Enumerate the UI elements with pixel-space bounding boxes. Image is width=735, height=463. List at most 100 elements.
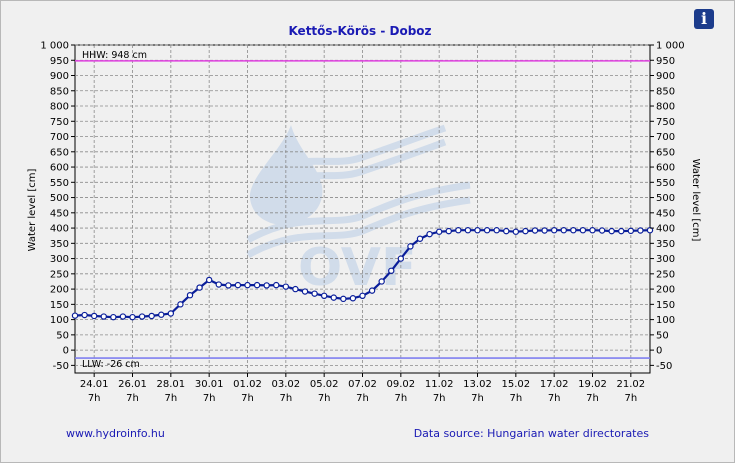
data-point — [522, 227, 529, 235]
data-point — [100, 313, 107, 320]
data-point — [455, 227, 462, 234]
y-tick-label-left: 600 — [50, 163, 69, 174]
website-link[interactable]: www.hydroinfo.hu — [66, 427, 165, 440]
x-tick-time-label: 7h — [509, 393, 522, 404]
y-tick-label-left: 900 — [50, 71, 69, 82]
y-tick-label-left: 1 000 — [40, 41, 69, 52]
grid — [74, 44, 651, 374]
data-point — [273, 281, 280, 289]
x-tick-time-label: 7h — [203, 393, 216, 404]
x-tick-date-label: 03.02 — [272, 379, 301, 390]
water-drop-watermark-icon — [249, 125, 323, 225]
data-point — [483, 227, 491, 234]
x-tick-date-label: 24.01 — [80, 379, 109, 390]
data-point — [119, 313, 127, 320]
data-point — [349, 295, 357, 302]
y-tick-label-right: 700 — [656, 132, 675, 143]
data-point — [608, 227, 615, 235]
data-point — [474, 227, 481, 234]
data-point — [416, 235, 424, 242]
data-point — [320, 292, 328, 300]
plot-area-border — [74, 44, 651, 374]
y-tick-label-right: 850 — [656, 86, 675, 97]
y-tick-label-left: 400 — [50, 224, 69, 235]
data-point — [110, 313, 117, 321]
y-tick-label-left: 650 — [50, 147, 69, 158]
data-point — [579, 227, 587, 234]
data-point — [435, 228, 443, 235]
y-axis-left-label: Water level [cm] — [27, 169, 38, 252]
x-tick-date-label: 11.02 — [425, 379, 454, 390]
y-tick-label-right: -50 — [656, 361, 672, 372]
x-tick-date-label: 05.02 — [310, 379, 339, 390]
wave-watermark-icon — [246, 196, 471, 259]
x-tick-time-label: 7h — [126, 393, 139, 404]
x-tick-date-label: 09.02 — [387, 379, 416, 390]
y-axis-right: -50 0 50 100 150 200 250 300 350 400 450 500 550 600 6… — [650, 41, 685, 372]
data-point — [186, 291, 194, 299]
y-tick-label-right: 300 — [656, 254, 675, 265]
x-tick-date-label: 17.02 — [540, 379, 569, 390]
x-tick-date-label: 30.01 — [195, 379, 224, 390]
y-tick-label-right: 800 — [656, 102, 675, 113]
x-tick-time-label: 7h — [279, 393, 292, 404]
x-tick-date-label: 28.01 — [157, 379, 186, 390]
data-point — [301, 288, 309, 295]
x-tick-time-label: 7h — [624, 393, 637, 404]
data-point — [627, 227, 635, 235]
data-point — [81, 311, 88, 319]
y-tick-label-left: 150 — [50, 300, 69, 311]
y-axis-left: -50 0 50 100 150 200 250 300 350 400 450 500 550 600 6… — [40, 41, 75, 372]
data-point — [234, 281, 242, 289]
data-point — [263, 282, 270, 289]
y-tick-label-left: 300 — [50, 254, 69, 265]
chart-title: Kettős-Körös - Doboz — [288, 24, 431, 38]
y-tick-label-right: 650 — [656, 147, 675, 158]
wave-watermark-icon — [259, 124, 447, 181]
x-tick-time-label: 7h — [548, 393, 561, 404]
y-tick-label-right: 600 — [656, 163, 675, 174]
wave-watermark-icon — [259, 138, 447, 195]
data-point — [378, 278, 385, 285]
data-point — [368, 287, 376, 294]
data-point — [71, 312, 79, 319]
y-tick-label-left: 50 — [56, 330, 69, 341]
data-point — [148, 312, 155, 320]
info-button[interactable]: i — [694, 9, 714, 29]
y-tick-label-left: 250 — [50, 269, 69, 280]
data-point — [253, 281, 261, 289]
x-tick-date-label: 01.02 — [233, 379, 262, 390]
data-point — [340, 295, 347, 303]
data-point — [541, 227, 548, 234]
data-point — [90, 312, 98, 320]
data-point — [311, 290, 318, 297]
x-tick-time-label: 7h — [586, 393, 599, 404]
watermark: OVF — [246, 124, 471, 298]
x-axis: 24.01 7h 26.01 7h 28.01 7h 30.01 7h 01.02 7h 03.02… — [80, 373, 645, 404]
y-tick-label-left: 500 — [50, 193, 69, 204]
data-point — [598, 227, 606, 234]
y-tick-label-right: 250 — [656, 269, 675, 280]
y-tick-label-right: 400 — [656, 224, 675, 235]
data-point — [637, 227, 644, 234]
data-point — [503, 227, 510, 235]
data-point — [445, 227, 452, 235]
x-tick-time-label: 7h — [433, 393, 446, 404]
y-tick-label-right: 150 — [656, 300, 675, 311]
x-tick-time-label: 7h — [88, 393, 101, 404]
y-axis-right-label: Water level [cm] — [690, 159, 701, 242]
data-point — [512, 228, 520, 235]
watermark-logo-text: OVF — [298, 238, 417, 298]
x-tick-date-label: 19.02 — [578, 379, 607, 390]
y-tick-label-left: 800 — [50, 102, 69, 113]
data-point — [129, 313, 136, 321]
x-tick-time-label: 7h — [241, 393, 254, 404]
x-tick-time-label: 7h — [318, 393, 331, 404]
x-tick-time-label: 7h — [356, 393, 369, 404]
y-tick-label-right: 350 — [656, 239, 675, 250]
data-point — [426, 230, 433, 238]
y-tick-label-left: 350 — [50, 239, 69, 250]
y-tick-label-left: 550 — [50, 178, 69, 189]
y-tick-label-left: 450 — [50, 208, 69, 219]
